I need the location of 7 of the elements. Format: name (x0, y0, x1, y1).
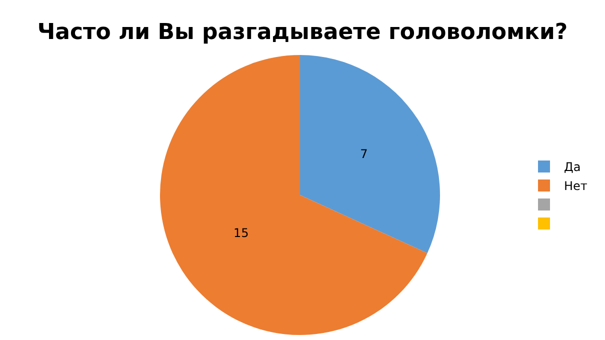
pie-slice (300, 55, 440, 254)
data-label: 15 (233, 226, 249, 240)
chart-title: Часто ли Вы разгадываете головоломки? (37, 20, 568, 46)
data-label: 7 (360, 146, 368, 161)
pie-slice (160, 55, 428, 335)
legend-label: Да (564, 160, 581, 174)
legend-label: Нет (564, 179, 588, 194)
